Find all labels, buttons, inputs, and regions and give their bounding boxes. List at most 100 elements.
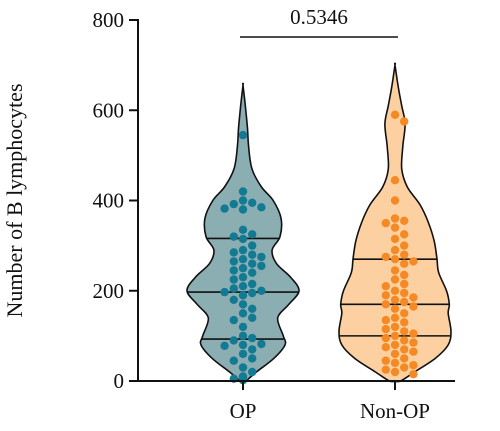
data-point bbox=[390, 304, 400, 313]
data-point bbox=[390, 176, 400, 185]
data-point bbox=[409, 361, 418, 370]
data-point bbox=[381, 324, 390, 334]
data-point bbox=[381, 252, 390, 262]
data-point bbox=[390, 313, 400, 322]
data-point bbox=[381, 282, 390, 291]
data-point bbox=[229, 257, 238, 266]
data-point bbox=[238, 282, 248, 291]
data-point bbox=[390, 255, 400, 264]
violin-group-op bbox=[186, 82, 300, 385]
data-point bbox=[390, 110, 400, 120]
data-point bbox=[390, 223, 400, 232]
data-point bbox=[229, 199, 238, 209]
data-point bbox=[238, 340, 248, 350]
data-point bbox=[248, 313, 257, 322]
data-point bbox=[409, 257, 418, 266]
data-point bbox=[381, 333, 390, 343]
data-point bbox=[257, 252, 266, 262]
data-point bbox=[257, 286, 266, 295]
data-point bbox=[238, 309, 248, 318]
data-point bbox=[238, 264, 248, 273]
x-axis-labels: OP Non-OP bbox=[230, 381, 430, 423]
data-point bbox=[390, 234, 400, 244]
data-point bbox=[238, 322, 248, 332]
y-axis-title: Number of B lymphocytes bbox=[2, 83, 27, 317]
data-point bbox=[409, 329, 418, 338]
data-point bbox=[238, 234, 248, 244]
plot-area bbox=[186, 62, 452, 385]
data-point bbox=[257, 339, 266, 349]
data-point bbox=[390, 196, 400, 205]
data-point bbox=[248, 288, 257, 298]
data-point bbox=[238, 363, 248, 372]
data-point bbox=[400, 288, 409, 298]
data-point bbox=[390, 214, 400, 223]
data-point bbox=[390, 367, 400, 377]
data-point bbox=[409, 347, 418, 356]
data-point bbox=[229, 336, 238, 345]
data-point bbox=[381, 315, 390, 325]
x-tick-label: Non-OP bbox=[360, 399, 430, 423]
y-tick-label: 200 bbox=[93, 279, 125, 303]
data-point bbox=[381, 218, 390, 228]
data-point bbox=[238, 291, 248, 300]
data-point bbox=[400, 309, 409, 318]
data-point bbox=[248, 259, 257, 268]
data-point bbox=[229, 232, 238, 241]
y-tick-label: 0 bbox=[114, 369, 125, 393]
data-point bbox=[390, 266, 400, 275]
data-point bbox=[248, 354, 257, 363]
data-point bbox=[390, 358, 400, 368]
data-point bbox=[409, 370, 418, 379]
data-point bbox=[400, 336, 409, 345]
data-point bbox=[248, 304, 257, 313]
data-point bbox=[381, 356, 390, 365]
data-point bbox=[390, 286, 400, 295]
data-point bbox=[238, 196, 248, 205]
data-point bbox=[248, 345, 257, 354]
data-point bbox=[238, 331, 248, 341]
y-tick-label: 600 bbox=[93, 98, 125, 122]
data-point bbox=[238, 245, 248, 255]
data-point bbox=[238, 300, 248, 309]
data-point bbox=[248, 279, 257, 289]
data-point bbox=[238, 273, 248, 282]
data-point bbox=[400, 241, 409, 250]
data-point bbox=[400, 270, 409, 280]
data-point bbox=[238, 130, 248, 140]
data-point bbox=[400, 345, 409, 354]
data-point bbox=[390, 340, 400, 350]
y-tick-label: 400 bbox=[93, 189, 125, 213]
data-point bbox=[400, 297, 409, 307]
data-point bbox=[248, 198, 257, 207]
data-point bbox=[248, 230, 257, 239]
data-point bbox=[400, 230, 409, 239]
data-point bbox=[257, 203, 266, 212]
data-point bbox=[409, 302, 418, 311]
data-point bbox=[400, 279, 409, 289]
data-point bbox=[257, 261, 266, 271]
data-point bbox=[400, 250, 409, 259]
p-value-annotation: 0.5346 bbox=[290, 5, 348, 29]
data-point bbox=[229, 248, 238, 257]
data-point bbox=[220, 287, 229, 297]
data-point bbox=[400, 354, 409, 363]
y-tick-label: 800 bbox=[93, 8, 125, 32]
data-point bbox=[390, 322, 400, 332]
data-point bbox=[238, 255, 248, 264]
data-point bbox=[229, 295, 238, 304]
data-point bbox=[220, 341, 229, 350]
data-point bbox=[238, 187, 248, 196]
data-point bbox=[400, 363, 409, 372]
y-axis-ticks: 0 200 400 600 800 bbox=[93, 8, 138, 393]
data-point bbox=[390, 349, 400, 359]
data-point bbox=[229, 284, 238, 293]
data-point bbox=[238, 205, 248, 214]
violin-group-non-op bbox=[338, 62, 452, 383]
data-point bbox=[238, 349, 248, 359]
data-point bbox=[400, 259, 409, 268]
data-point bbox=[390, 331, 400, 341]
data-point bbox=[400, 117, 409, 126]
